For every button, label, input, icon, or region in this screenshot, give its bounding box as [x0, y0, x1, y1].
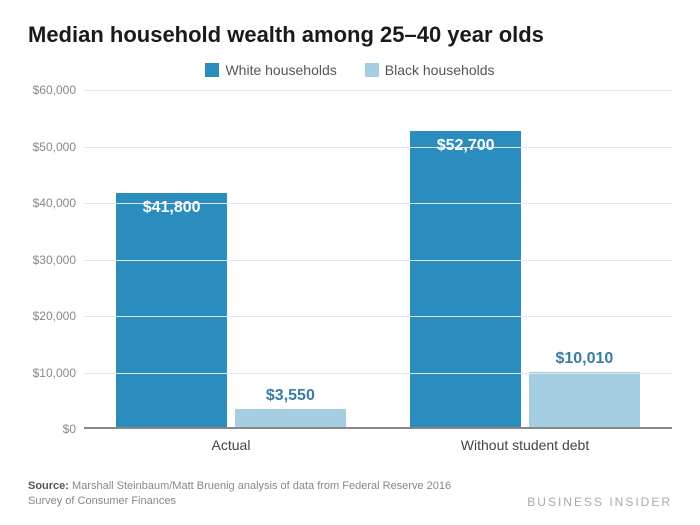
source-prefix: Source: — [28, 480, 69, 492]
bar: $41,800 — [116, 193, 228, 429]
legend-item: Black households — [365, 62, 495, 78]
grid-line — [84, 147, 672, 148]
chart-title: Median household wealth among 25–40 year… — [28, 22, 672, 48]
source-body: Marshall Steinbaum/Matt Bruenig analysis… — [28, 480, 451, 507]
footer: Source: Marshall Steinbaum/Matt Bruenig … — [28, 479, 672, 509]
y-tick-label: $0 — [63, 422, 84, 436]
source-text: Source: Marshall Steinbaum/Matt Bruenig … — [28, 479, 468, 509]
grid-line — [84, 203, 672, 204]
bar: $3,550 — [235, 409, 347, 429]
y-tick-label: $10,000 — [33, 366, 84, 380]
legend-label: Black households — [385, 62, 495, 78]
grid-line — [84, 316, 672, 317]
y-tick-label: $60,000 — [33, 83, 84, 97]
category-label: Actual — [212, 429, 251, 453]
brand-mark: BUSINESS INSIDER — [527, 495, 672, 509]
chart-card: Median household wealth among 25–40 year… — [0, 0, 700, 525]
legend-swatch — [205, 63, 219, 77]
bar: $10,010 — [529, 372, 641, 429]
grid-line — [84, 373, 672, 374]
legend: White households Black households — [28, 62, 672, 78]
bar-value-label: $3,550 — [235, 387, 347, 409]
y-tick-label: $30,000 — [33, 253, 84, 267]
grid-line — [84, 90, 672, 91]
y-tick-label: $50,000 — [33, 140, 84, 154]
plot-area: $41,800$3,550$52,700$10,010 $0$10,000$20… — [84, 90, 672, 429]
bar: $52,700 — [410, 131, 522, 429]
grid-line — [84, 260, 672, 261]
legend-swatch — [365, 63, 379, 77]
y-tick-label: $20,000 — [33, 309, 84, 323]
legend-item: White households — [205, 62, 336, 78]
category-label: Without student debt — [461, 429, 589, 453]
legend-label: White households — [225, 62, 336, 78]
y-tick-label: $40,000 — [33, 196, 84, 210]
bar-value-label: $10,010 — [529, 350, 641, 372]
bar-value-label: $41,800 — [116, 199, 228, 217]
